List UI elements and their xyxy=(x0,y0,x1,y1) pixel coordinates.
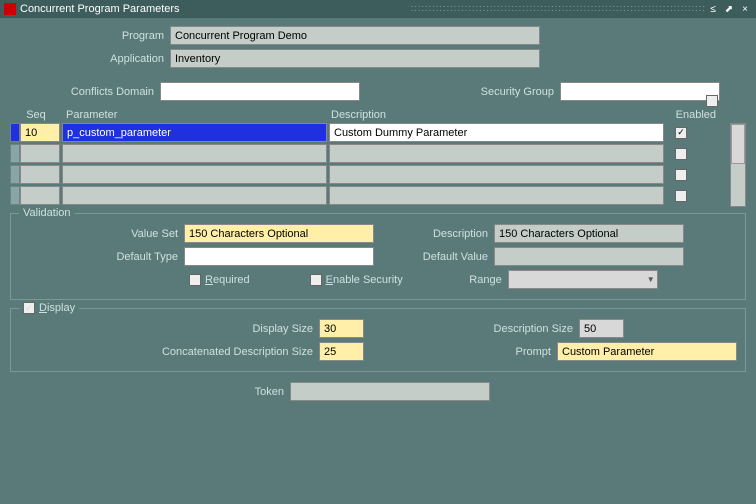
security-group-field[interactable] xyxy=(560,82,720,101)
description-cell[interactable] xyxy=(329,144,664,163)
parameter-grid: Seq Parameter Description Enabled 10 p_c… xyxy=(10,109,746,205)
close-icon[interactable]: × xyxy=(738,2,752,16)
row-handle[interactable] xyxy=(10,186,20,205)
prompt-label: Prompt xyxy=(397,346,557,358)
enable-security-checkbox[interactable] xyxy=(310,274,322,286)
default-value-label: Default Value xyxy=(389,251,494,263)
header-parameter: Parameter xyxy=(62,109,327,121)
program-field[interactable]: Concurrent Program Demo xyxy=(170,26,540,45)
required-checkbox[interactable] xyxy=(189,274,201,286)
scrollbar[interactable] xyxy=(730,123,746,207)
token-label: Token xyxy=(210,386,290,398)
token-row: Token xyxy=(210,382,746,401)
enabled-checkbox[interactable]: ✓ xyxy=(675,127,687,139)
table-row xyxy=(10,186,746,205)
select-all-checkbox[interactable] xyxy=(706,95,718,107)
validation-fieldset: Validation Value Set 150 Characters Opti… xyxy=(10,213,746,300)
enable-security-label: Enable Security xyxy=(326,274,403,286)
header-description: Description xyxy=(327,109,662,121)
vs-description-label: Description xyxy=(389,228,494,240)
enabled-checkbox[interactable] xyxy=(675,148,687,160)
table-row xyxy=(10,165,746,184)
prompt-field[interactable]: Custom Parameter xyxy=(557,342,737,361)
required-label: Required xyxy=(205,274,250,286)
application-label: Application xyxy=(10,53,170,65)
default-type-label: Default Type xyxy=(19,251,184,263)
security-group-label: Security Group xyxy=(380,86,560,98)
mid-row: Conflicts Domain Security Group xyxy=(10,82,746,101)
parameter-cell[interactable] xyxy=(62,165,327,184)
parameter-cell[interactable]: p_custom_parameter xyxy=(62,123,327,142)
concat-size-label: Concatenated Description Size xyxy=(19,346,319,358)
display-size-label: Display Size xyxy=(19,323,319,335)
display-fieldset: ✓ Display Display Size 30 Description Si… xyxy=(10,308,746,372)
row-handle[interactable] xyxy=(10,165,20,184)
minimize-icon[interactable]: ≤ xyxy=(706,2,720,16)
default-type-field[interactable] xyxy=(184,247,374,266)
conflicts-domain-field[interactable] xyxy=(160,82,360,101)
range-label: Range xyxy=(403,274,508,286)
enabled-checkbox[interactable] xyxy=(675,190,687,202)
row-handle[interactable] xyxy=(10,123,20,142)
parameter-cell[interactable] xyxy=(62,186,327,205)
header-seq: Seq xyxy=(10,109,62,121)
value-set-field[interactable]: 150 Characters Optional xyxy=(184,224,374,243)
maximize-icon[interactable]: ⬈ xyxy=(722,2,736,16)
chevron-down-icon: ▼ xyxy=(647,275,655,284)
concat-size-field[interactable]: 25 xyxy=(319,342,364,361)
parameter-cell[interactable] xyxy=(62,144,327,163)
description-cell[interactable]: Custom Dummy Parameter xyxy=(329,123,664,142)
window-title: Concurrent Program Parameters xyxy=(20,3,407,15)
description-cell[interactable] xyxy=(329,165,664,184)
display-checkbox[interactable]: ✓ xyxy=(23,302,35,314)
seq-cell[interactable] xyxy=(20,144,60,163)
window: Concurrent Program Parameters ∶∶∶∶∶∶∶∶∶∶… xyxy=(0,0,756,504)
header-enabled: Enabled xyxy=(662,109,716,121)
display-size-field[interactable]: 30 xyxy=(319,319,364,338)
seq-cell[interactable]: 10 xyxy=(20,123,60,142)
content-area: Program Concurrent Program Demo Applicat… xyxy=(0,18,756,409)
conflicts-domain-label: Conflicts Domain xyxy=(10,86,160,98)
description-cell[interactable] xyxy=(329,186,664,205)
validation-legend: Validation xyxy=(19,207,75,219)
token-field[interactable] xyxy=(290,382,490,401)
range-dropdown[interactable]: ▼ xyxy=(508,270,658,289)
description-size-label: Description Size xyxy=(419,323,579,335)
grid-rows: 10 p_custom_parameter Custom Dummy Param… xyxy=(10,123,746,205)
display-legend: Display xyxy=(39,302,75,314)
row-handle[interactable] xyxy=(10,144,20,163)
seq-cell[interactable] xyxy=(20,165,60,184)
titlebar: Concurrent Program Parameters ∶∶∶∶∶∶∶∶∶∶… xyxy=(0,0,756,18)
scroll-thumb[interactable] xyxy=(731,124,745,164)
vs-description-field[interactable]: 150 Characters Optional xyxy=(494,224,684,243)
description-size-field[interactable]: 50 xyxy=(579,319,624,338)
application-field[interactable]: Inventory xyxy=(170,49,540,68)
seq-cell[interactable] xyxy=(20,186,60,205)
table-row xyxy=(10,144,746,163)
enabled-checkbox[interactable] xyxy=(675,169,687,181)
default-value-field[interactable] xyxy=(494,247,684,266)
table-row: 10 p_custom_parameter Custom Dummy Param… xyxy=(10,123,746,142)
program-label: Program xyxy=(10,30,170,42)
header-section: Program Concurrent Program Demo Applicat… xyxy=(10,26,746,68)
value-set-label: Value Set xyxy=(19,228,184,240)
oracle-icon xyxy=(4,3,16,15)
titlebar-decoration: ∶∶∶∶∶∶∶∶∶∶∶∶∶∶∶∶∶∶∶∶∶∶∶∶∶∶∶∶∶∶∶∶∶∶∶∶∶∶∶∶… xyxy=(411,4,706,15)
